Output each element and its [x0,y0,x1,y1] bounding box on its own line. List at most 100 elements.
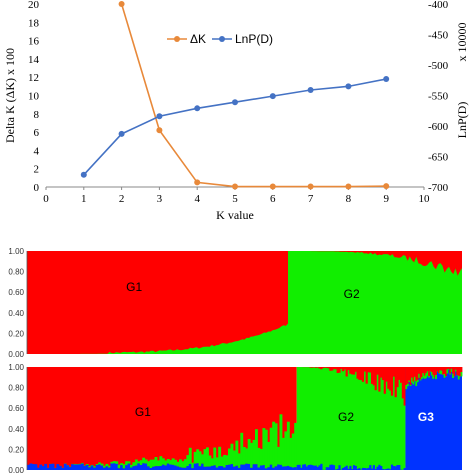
admixture-bar-red [436,367,439,372]
admixture-bar-blue [127,463,131,470]
admixture-bar-blue [284,466,288,470]
admixture-bar-green [147,461,150,467]
admixture-bar-red [440,367,443,371]
admixture-bar-blue [154,466,158,470]
admixture-bar-blue [186,466,190,470]
admixture-bar-blue [331,464,334,470]
admixture-bar-blue [378,464,381,470]
group-label-g1: G1 [135,405,151,419]
admixture-bar-blue [387,468,390,470]
x-axis-label: K value [216,208,254,222]
admixture-bar-blue [120,465,124,470]
admixture-bar-blue [230,464,234,470]
admixture-bar-green [412,381,415,385]
admixture-bar-green [419,379,422,381]
admixture-bar-red [342,367,345,372]
admixture-bar-red [389,367,392,391]
admixture-bar-green [277,446,280,465]
admixture-bar-green [269,427,273,465]
admixture-bar-green [267,441,271,468]
admixture-bar-green [144,459,148,464]
admixture-bar-blue [125,465,128,470]
admixture-bar-blue [303,464,307,470]
x-tick-label: 4 [194,193,200,205]
admixture-bar-red [423,367,426,376]
admixture-bar-blue [95,465,99,470]
admixture-bar-green [416,379,419,383]
admixture-bar-blue [171,464,175,470]
admixture-bar-red [405,367,408,385]
y-tick-label: 0.20 [8,445,24,454]
admixture-bar-blue [49,464,52,470]
admixture-bar-blue [71,464,74,470]
admixture-bar-blue [198,466,202,470]
admixture-bar-green [78,463,82,465]
admixture-bar-blue [36,467,40,470]
admixture-bar-blue [262,465,266,470]
admixture-bar-blue [147,466,150,470]
admixture-bar-blue [105,466,109,470]
admixture-bar-red [385,367,388,382]
admixture-bar-red [371,367,374,384]
admixture-bar-red [358,367,361,380]
data-point-lnpd [156,113,163,120]
admixture-bar-green [428,376,430,378]
y-left-tick-label: 0 [34,182,40,194]
admixture-bar-blue [166,463,170,470]
admixture-bar-blue [345,465,348,470]
admixture-bar-green [264,429,268,469]
admixture-bar-green [142,457,146,464]
y-right-scale-note: x 10000 [455,23,469,62]
admixture-bar-green [282,437,285,467]
admixture-bar-green [425,373,427,379]
admixture-bar-blue [80,463,84,470]
admixture-bar-blue [289,466,293,470]
admixture-bar-green [228,448,231,465]
admixture-bar-blue [269,464,273,470]
admixture-bar-green [422,373,425,378]
admixture-bar-green [83,465,87,466]
cluster-block-g1 [27,251,288,354]
admixture-bar-red [432,367,435,375]
data-point-lnpd [307,87,314,94]
admixture-bar-green [440,370,443,375]
admixture-bar-blue [396,465,399,470]
admixture-bar-green [247,439,251,464]
admixture-bar-green [98,462,101,465]
admixture-bar-red [365,367,368,384]
admixture-bar-blue [83,465,87,470]
admixture-bar-blue [98,464,101,470]
admixture-bar-blue [164,465,168,470]
data-point-delta-k [232,183,238,190]
y-tick-label: 0.60 [8,404,24,413]
admixture-bar-green [405,385,408,390]
structure-plot-k2: 0.00 0.20 0.40 0.60 0.80 1.00 G1 G2 [8,247,462,359]
data-point-lnpd [194,105,201,112]
admixture-bar-red [452,367,454,374]
y-tick-label: 0.00 [8,466,24,474]
admixture-bar-blue [159,466,163,470]
admixture-bar-red [443,367,446,374]
admixture-bar-green [169,460,173,465]
x-tick-label: 5 [232,193,238,205]
admixture-bar-red [403,367,406,406]
admixture-bar-green [183,459,187,468]
admixture-bar-red [428,367,430,376]
admixture-bar-blue [264,468,268,470]
admixture-bar-green [186,455,190,466]
admixture-bar-green [137,461,141,464]
admixture-bar-blue [156,466,160,470]
admixture-bar-green [421,377,423,379]
admixture-bar-blue [210,465,214,470]
admixture-area-green [27,323,288,354]
admixture-bar-green [210,458,214,466]
admixture-bar-red [419,367,422,380]
admixture-bar-blue [233,466,236,470]
admixture-bar-green [245,448,249,464]
admixture-bar-green [161,458,165,465]
admixture-bar-red [396,367,399,388]
admixture-bar-blue [183,467,187,470]
admixture-bar-red [449,367,452,374]
admixture-bar-blue [311,465,314,470]
admixture-bar-blue [213,465,217,470]
